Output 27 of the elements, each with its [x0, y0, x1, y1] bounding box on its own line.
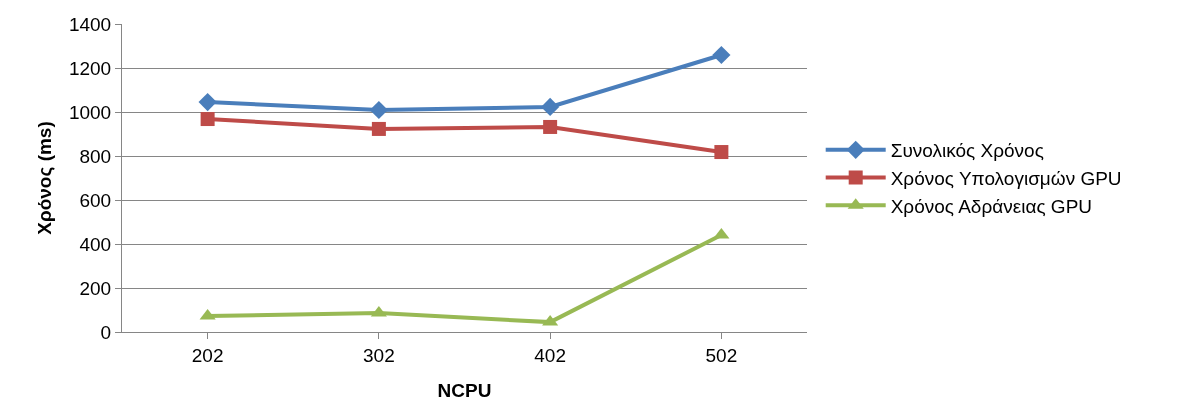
point: [541, 97, 560, 117]
x-axis-title: NCPU: [437, 379, 492, 401]
point: [199, 308, 216, 320]
y-tick-label: 200: [79, 277, 112, 299]
legend-label: Χρόνος Υπολογισμών GPU: [890, 167, 1122, 189]
y-tick-label: 1000: [68, 101, 112, 123]
point: [713, 227, 730, 239]
y-tick-label: 600: [79, 189, 112, 211]
point: [712, 45, 731, 65]
point: [200, 112, 215, 127]
legend-label: Συνολικός Χρόνος: [890, 140, 1044, 162]
x-tick-label: 402: [534, 344, 566, 366]
point: [369, 100, 388, 120]
x-tick-label: 302: [363, 344, 395, 366]
y-tick-label: 0: [100, 321, 112, 343]
y-tick-label: 1400: [68, 13, 112, 35]
point: [543, 119, 558, 134]
point: [198, 93, 217, 112]
y-axis-title: Χρόνος (ms): [33, 121, 55, 235]
y-tick-label: 800: [79, 145, 112, 167]
y-tick-label: 400: [79, 233, 112, 255]
point: [371, 121, 386, 136]
point: [714, 145, 729, 160]
y-tick-label: 1200: [68, 57, 112, 79]
x-tick-label: 502: [705, 344, 738, 366]
x-tick-label: 202: [191, 344, 224, 366]
legend-label: Χρόνος Αδράνειας GPU: [890, 195, 1093, 217]
